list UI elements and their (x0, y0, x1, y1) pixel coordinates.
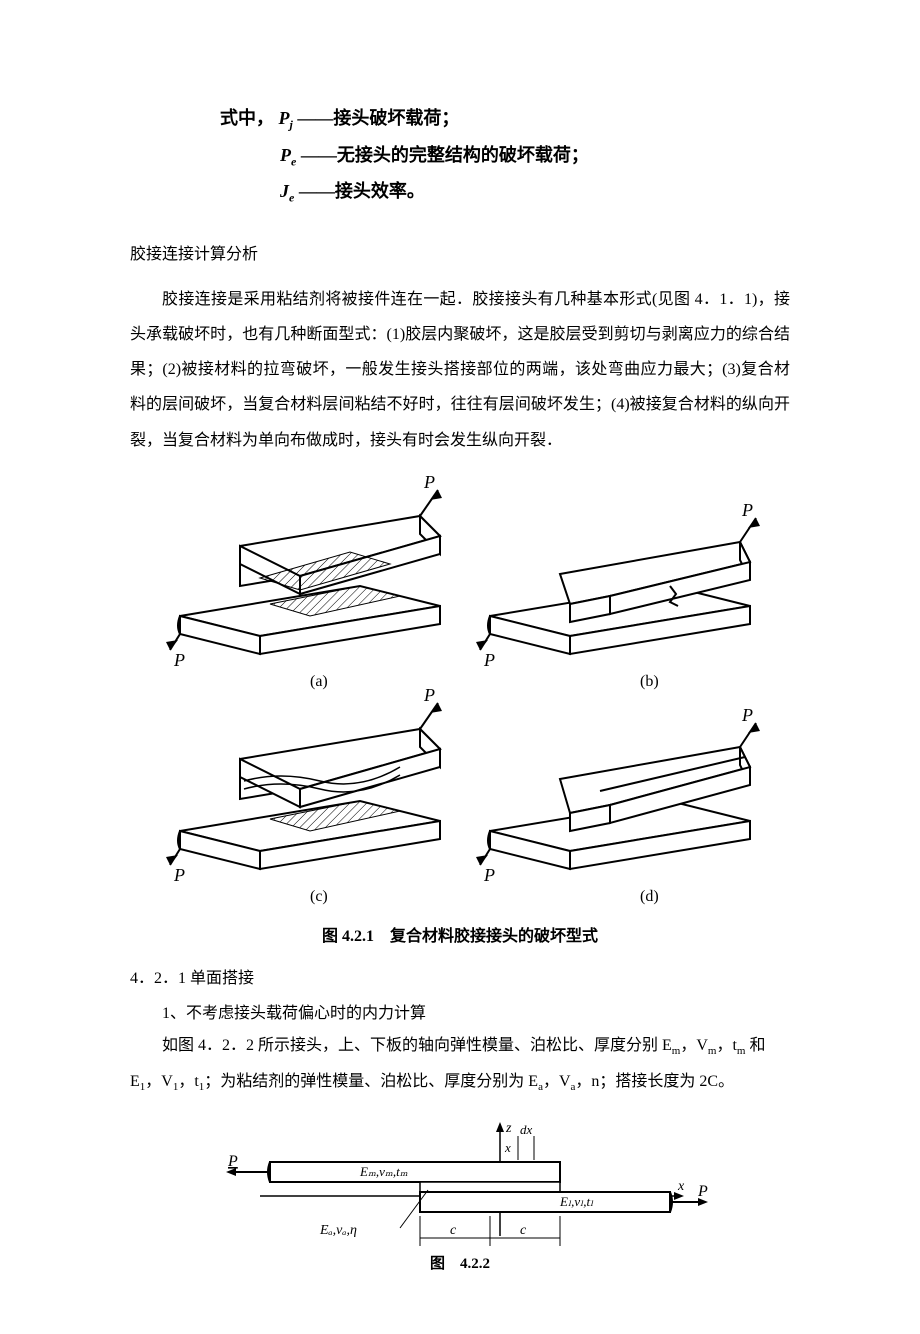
def1-symbol: P (279, 108, 290, 128)
label-d: (d) (640, 888, 659, 905)
main-paragraph: 胶接连接是采用粘结剂将被接件连在一起．胶接接头有几种基本形式(见图 4．1．1)… (130, 282, 790, 458)
svg-text:P: P (173, 865, 185, 885)
label-c: (c) (310, 888, 328, 905)
paragraph-2: 如图 4．2．2 所示接头，上、下板的轴向弹性模量、泊松比、厚度分别 Em，Vm… (130, 1030, 790, 1062)
def2-dash: —— (301, 145, 337, 165)
def1-text: 接头破坏载荷； (333, 108, 459, 128)
fig1-caption-prefix: 图 4.2.1 (322, 928, 374, 945)
figure-4-2-1-svg: P P (a) P (160, 476, 760, 916)
svg-text:P: P (423, 476, 435, 492)
svg-text:P: P (423, 685, 435, 705)
paragraph-2b: E1，V1，t1；为粘结剂的弹性模量、泊松比、厚度分别为 Ea，Va，n；搭接长… (130, 1066, 790, 1098)
glue-label: Eₐ,νₐ,η (319, 1223, 357, 1238)
def2-symbol: P (280, 145, 291, 165)
svg-text:P: P (173, 650, 185, 670)
c-label-2: c (520, 1223, 527, 1238)
svg-text:P: P (483, 865, 495, 885)
def-line-2: Pe ——无接头的完整结构的破坏载荷； (280, 137, 790, 174)
svg-text:x: x (504, 1140, 511, 1155)
fig1-caption-text: 复合材料胶接接头的破坏型式 (390, 928, 598, 945)
section-title: 胶接连接计算分析 (130, 240, 790, 264)
document-page: 式中， Pj ——接头破坏载荷； Pe ——无接头的完整结构的破坏载荷； Je … (0, 0, 920, 1334)
definitions-block: 式中， Pj ——接头破坏载荷； Pe ——无接头的完整结构的破坏载荷； Je … (220, 100, 790, 210)
def-lead: 式中， (220, 108, 274, 128)
z-label: z (505, 1121, 512, 1136)
item-1: 1、不考虑接头载荷偏心时的内力计算 (162, 998, 790, 1030)
bot-plate-label: Eₗ,νₗ,tₗ (559, 1194, 594, 1209)
def2-sub: e (291, 154, 296, 168)
subsection-4-2-1: 4．2．1 单面搭接 (130, 964, 790, 988)
top-plate-label: Eₘ,νₘ,tₘ (359, 1164, 408, 1179)
svg-text:x: x (677, 1179, 685, 1194)
label-a: (a) (310, 673, 328, 690)
def-line-3: Je ——接头效率。 (280, 173, 790, 210)
figure-4-2-2-svg: z x dx x Eₘ,νₘ,tₘ Eₗ,νₗ,tₗ P (200, 1116, 720, 1276)
P-right: P (697, 1183, 708, 1200)
figure-4-2-2: z x dx x Eₘ,νₘ,tₘ Eₗ,νₗ,tₗ P (130, 1116, 790, 1276)
fig2-caption: 图 4.2.2 (430, 1255, 490, 1272)
svg-text:P: P (483, 650, 495, 670)
figure-4-2-1: P P (a) P (130, 476, 790, 946)
dx-label: dx (520, 1122, 533, 1137)
figure-4-2-1-caption: 图 4.2.1 复合材料胶接接头的破坏型式 (130, 922, 790, 946)
def1-dash: —— (297, 108, 333, 128)
def1-sub: j (290, 118, 293, 132)
c-label-1: c (450, 1223, 457, 1238)
subfig-b: P P (b) (476, 500, 760, 690)
def3-dash: —— (299, 181, 335, 201)
def3-text: 接头效率。 (335, 181, 425, 201)
def3-symbol: J (280, 181, 289, 201)
label-b: (b) (640, 673, 659, 690)
subfig-a: P P (a) (166, 476, 442, 690)
svg-text:P: P (741, 705, 753, 725)
def3-sub: e (289, 191, 294, 205)
subfig-c: P P (c) (166, 685, 442, 905)
P-left: P (227, 1153, 238, 1170)
svg-text:P: P (741, 500, 753, 520)
def-line-1: 式中， Pj ——接头破坏载荷； (220, 100, 790, 137)
subfig-d: P P (d) (476, 705, 760, 905)
def2-text: 无接头的完整结构的破坏载荷； (337, 145, 589, 165)
